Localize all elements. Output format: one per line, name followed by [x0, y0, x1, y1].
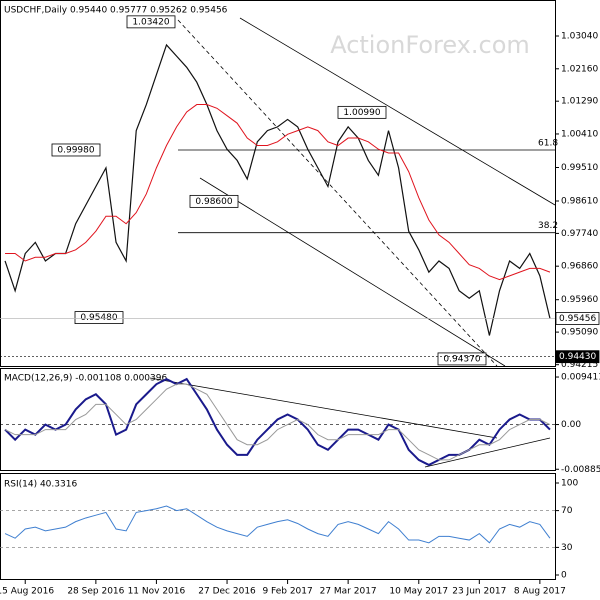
series-line — [4, 505, 551, 544]
annotation-box — [437, 352, 487, 366]
price-tag — [555, 312, 600, 325]
y-tick-label: 100 — [561, 479, 578, 489]
trend-line — [149, 377, 498, 439]
series-line — [4, 43, 551, 336]
trend-line — [177, 19, 498, 367]
x-tick-label: 15 Aug 2016 — [0, 587, 54, 597]
y-tick-label: 0.95090 — [561, 328, 598, 338]
fib-label: 38.2 — [538, 221, 558, 231]
price-tag — [555, 350, 600, 364]
y-tick-label: 0 — [561, 571, 567, 581]
annotation-box — [337, 105, 387, 119]
rsi-frame — [0, 473, 556, 580]
y-tick-label: 1.00410 — [561, 129, 598, 139]
trend-line — [424, 437, 551, 468]
annotation-box — [51, 143, 101, 157]
annotation-label: 1.03420 — [132, 17, 169, 27]
series-line — [5, 104, 551, 281]
trend-line — [199, 177, 506, 367]
price-title: USDCHF,Daily 0.95440 0.95777 0.95262 0.9… — [4, 6, 228, 16]
y-tick-label: 0.98610 — [561, 197, 598, 207]
y-tick-label: -0.008852 — [561, 465, 600, 475]
annotation-label: 0.94370 — [443, 354, 480, 364]
y-tick-label: 0.94215 — [561, 360, 598, 370]
x-tick-label: 28 Sep 2016 — [67, 587, 124, 597]
annotation-label: 0.98600 — [195, 197, 232, 207]
annotation-box — [74, 311, 124, 324]
x-tick-label: 27 Mar 2017 — [320, 587, 377, 597]
x-tick-label: 27 Dec 2016 — [198, 587, 256, 597]
y-tick-label: 0.97740 — [561, 229, 598, 239]
y-tick-label: 0.99510 — [561, 163, 598, 173]
price-tag-label: 0.95456 — [559, 314, 596, 324]
y-tick-label: 1.01290 — [561, 97, 598, 107]
x-tick-label: 23 Jun 2017 — [452, 587, 506, 597]
y-tick-label: 70 — [561, 506, 573, 516]
macd-title: MACD(12,26,9) -0.001108 0.000396 — [4, 374, 167, 384]
y-tick-label: 0.96860 — [561, 262, 598, 272]
annotation-box — [189, 194, 239, 208]
fib-label: 61.8 — [538, 138, 558, 148]
annotation-label: 0.99980 — [57, 145, 94, 155]
y-tick-label: 0.00 — [561, 420, 581, 430]
y-tick-label: 30 — [561, 543, 573, 553]
y-tick-label: 0.95960 — [561, 295, 598, 305]
watermark: ActionForex.com — [330, 31, 530, 59]
trend-line — [239, 17, 556, 206]
annotation-label: 1.00990 — [343, 108, 380, 118]
macd-frame — [0, 368, 556, 471]
annotation-box — [126, 15, 176, 29]
y-tick-label: 1.03040 — [561, 32, 598, 42]
y-tick-label: 1.02160 — [561, 64, 598, 74]
x-tick-label: 10 May 2017 — [389, 587, 448, 597]
price-tag-label: 0.94430 — [559, 352, 596, 362]
x-tick-label: 8 Aug 2017 — [514, 587, 566, 597]
x-tick-label: 9 Feb 2017 — [262, 587, 312, 597]
price-frame — [0, 0, 556, 367]
rsi-title: RSI(14) 40.3316 — [4, 480, 77, 490]
x-tick-label: 11 Nov 2016 — [128, 587, 186, 597]
series-line — [4, 383, 551, 461]
y-tick-label: 0.009411 — [561, 373, 600, 383]
annotation-label: 0.95480 — [80, 313, 117, 323]
